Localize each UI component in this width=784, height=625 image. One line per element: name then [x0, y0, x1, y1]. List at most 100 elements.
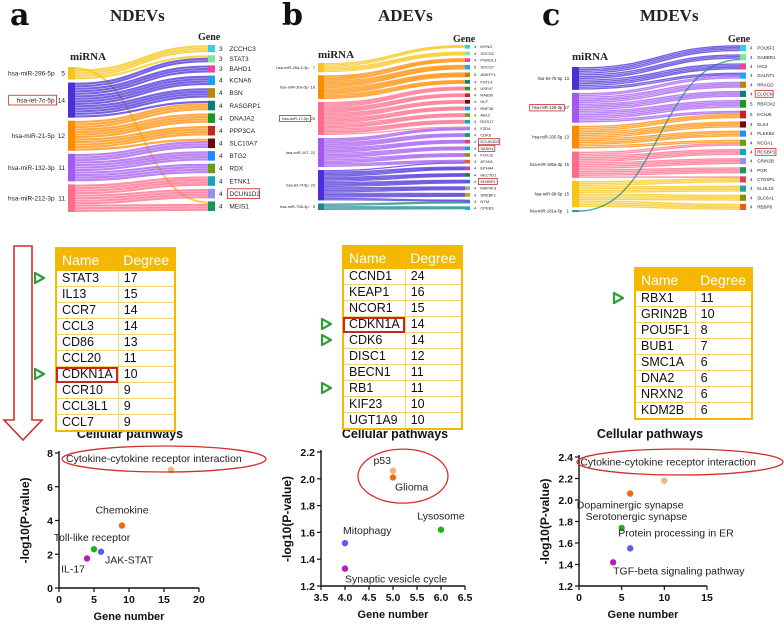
- degree-value: 6: [695, 354, 753, 371]
- sankey-link: [323, 82, 466, 99]
- sankey-mirna-count: 14: [58, 97, 66, 104]
- sankey-link: [323, 172, 466, 178]
- sankey-gene-count: 5: [474, 72, 477, 77]
- green-triangle-marker-icon: [320, 317, 333, 331]
- sankey-link: [578, 83, 741, 100]
- x-tick-label: 15: [158, 594, 170, 606]
- sankey-gene-node: [465, 133, 470, 137]
- sankey-link: [578, 158, 741, 164]
- sankey-links: [323, 44, 466, 210]
- sankey-link: [578, 68, 741, 87]
- point-label: Chemokine: [95, 505, 148, 517]
- sankey-gene-node: [208, 88, 215, 98]
- sankey-gene-node: [465, 86, 470, 91]
- sankey-link: [74, 100, 209, 118]
- sankey-link: [74, 108, 209, 129]
- sankey-gene-count: 4: [474, 86, 477, 91]
- sankey-link: [323, 142, 466, 153]
- sankey-gene-count: 4: [474, 139, 477, 144]
- gene-name: BUB1: [635, 338, 696, 355]
- sankey-link: [74, 193, 209, 202]
- green-triangle-marker-icon: [33, 367, 46, 381]
- sankey-link: [74, 170, 209, 182]
- sankey-gene-node: [740, 185, 746, 192]
- sankey-gene-label: SH3BP1: [480, 179, 496, 184]
- sankey-link: [323, 107, 466, 121]
- sankey-link: [74, 70, 209, 95]
- sankey-left-header: miRNA: [572, 51, 608, 63]
- y-tick-label: 1.2: [558, 581, 573, 593]
- sankey-link: [74, 145, 209, 162]
- sankey-link: [578, 121, 741, 133]
- degree-value: 10: [695, 306, 753, 323]
- sankey-gene-node: [465, 186, 470, 191]
- sankey-link: [74, 80, 209, 103]
- sankey-link: [74, 181, 209, 192]
- x-tick-label: 10: [123, 594, 135, 606]
- hollow-down-arrow: [2, 245, 44, 442]
- degree-value: 9: [118, 382, 176, 399]
- sankey-link: [323, 126, 466, 135]
- sankey-link: [578, 112, 741, 123]
- sankey-gene-label: PPP3CA: [229, 128, 255, 135]
- sankey-link: [578, 58, 741, 212]
- sankey-link: [323, 80, 466, 97]
- sankey-link: [578, 139, 741, 147]
- sankey-link: [578, 84, 741, 102]
- sankey-link: [74, 178, 209, 190]
- y-tick-label: 2.2: [558, 474, 573, 486]
- table-row: CCND1 24: [343, 269, 463, 285]
- gene-name: CCL20: [56, 350, 119, 367]
- y-axis-label: -log10(P-value): [18, 477, 32, 563]
- y-axis-label: -log10(P-value): [280, 476, 294, 562]
- sankey-gene-node: [465, 58, 470, 62]
- sankey-link: [578, 203, 741, 209]
- sankey-link: [323, 52, 466, 70]
- sankey-link: [323, 99, 466, 114]
- sankey-link: [323, 134, 466, 145]
- point-label: Cytokine-cytokine receptor interaction: [580, 457, 756, 469]
- sankey-gene-node: [465, 206, 470, 210]
- sankey-gene-count: 4: [474, 179, 477, 184]
- sankey-link: [323, 199, 466, 202]
- sankey-mdevs: miRNAGene13hsa-let-7b-5p17hsa-miR-128-3p…: [529, 34, 777, 214]
- highlight-box: [477, 138, 501, 146]
- sankey-link: [578, 72, 741, 88]
- sankey-link: [578, 179, 741, 185]
- sankey-link: [323, 108, 466, 122]
- degree-value: 14: [405, 332, 463, 349]
- sankey-link: [323, 189, 466, 193]
- sankey-link: [578, 185, 741, 188]
- degree-value: 13: [118, 334, 176, 351]
- sankey-gene-label: RCSBP1: [757, 150, 776, 155]
- point-label: Protein processing in ER: [618, 527, 734, 539]
- sankey-link: [578, 126, 741, 138]
- green-triangle-marker-icon: [612, 291, 625, 305]
- sankey-gene-count: 4: [750, 55, 753, 60]
- sankey-gene-count: 4: [750, 168, 753, 173]
- sankey-gene-node: [465, 179, 470, 184]
- sankey-gene-label: PGR: [757, 168, 768, 173]
- panel-letter-c: c: [542, 0, 561, 33]
- sankey-link: [323, 182, 466, 188]
- x-tick-label: 6.0: [434, 592, 449, 604]
- degree-value: 15: [118, 286, 176, 303]
- sankey-link: [74, 130, 209, 146]
- sankey-link: [323, 179, 466, 184]
- sankey-gene-label: RNF38: [480, 106, 493, 111]
- table-row: CD86 13: [56, 334, 176, 351]
- sankey-gene-node: [465, 139, 470, 144]
- gene-name: CDKN1A: [56, 366, 119, 383]
- sankey-link: [323, 93, 466, 109]
- sankey-link: [323, 153, 466, 160]
- sankey-gene-node: [208, 65, 215, 73]
- sankey-gene-label: PGRGL1: [480, 58, 497, 63]
- sankey-link: [74, 105, 209, 126]
- sankey-gene-count: 4: [750, 46, 753, 51]
- sankey-link: [323, 127, 466, 140]
- sankey-mirna-label: hsa-miR-758-3p: [280, 204, 309, 209]
- sankey-link: [323, 146, 466, 154]
- sankey-gene-label: KLHL15: [757, 186, 774, 191]
- data-point: [609, 559, 617, 566]
- sankey-mirna-node: [318, 203, 324, 210]
